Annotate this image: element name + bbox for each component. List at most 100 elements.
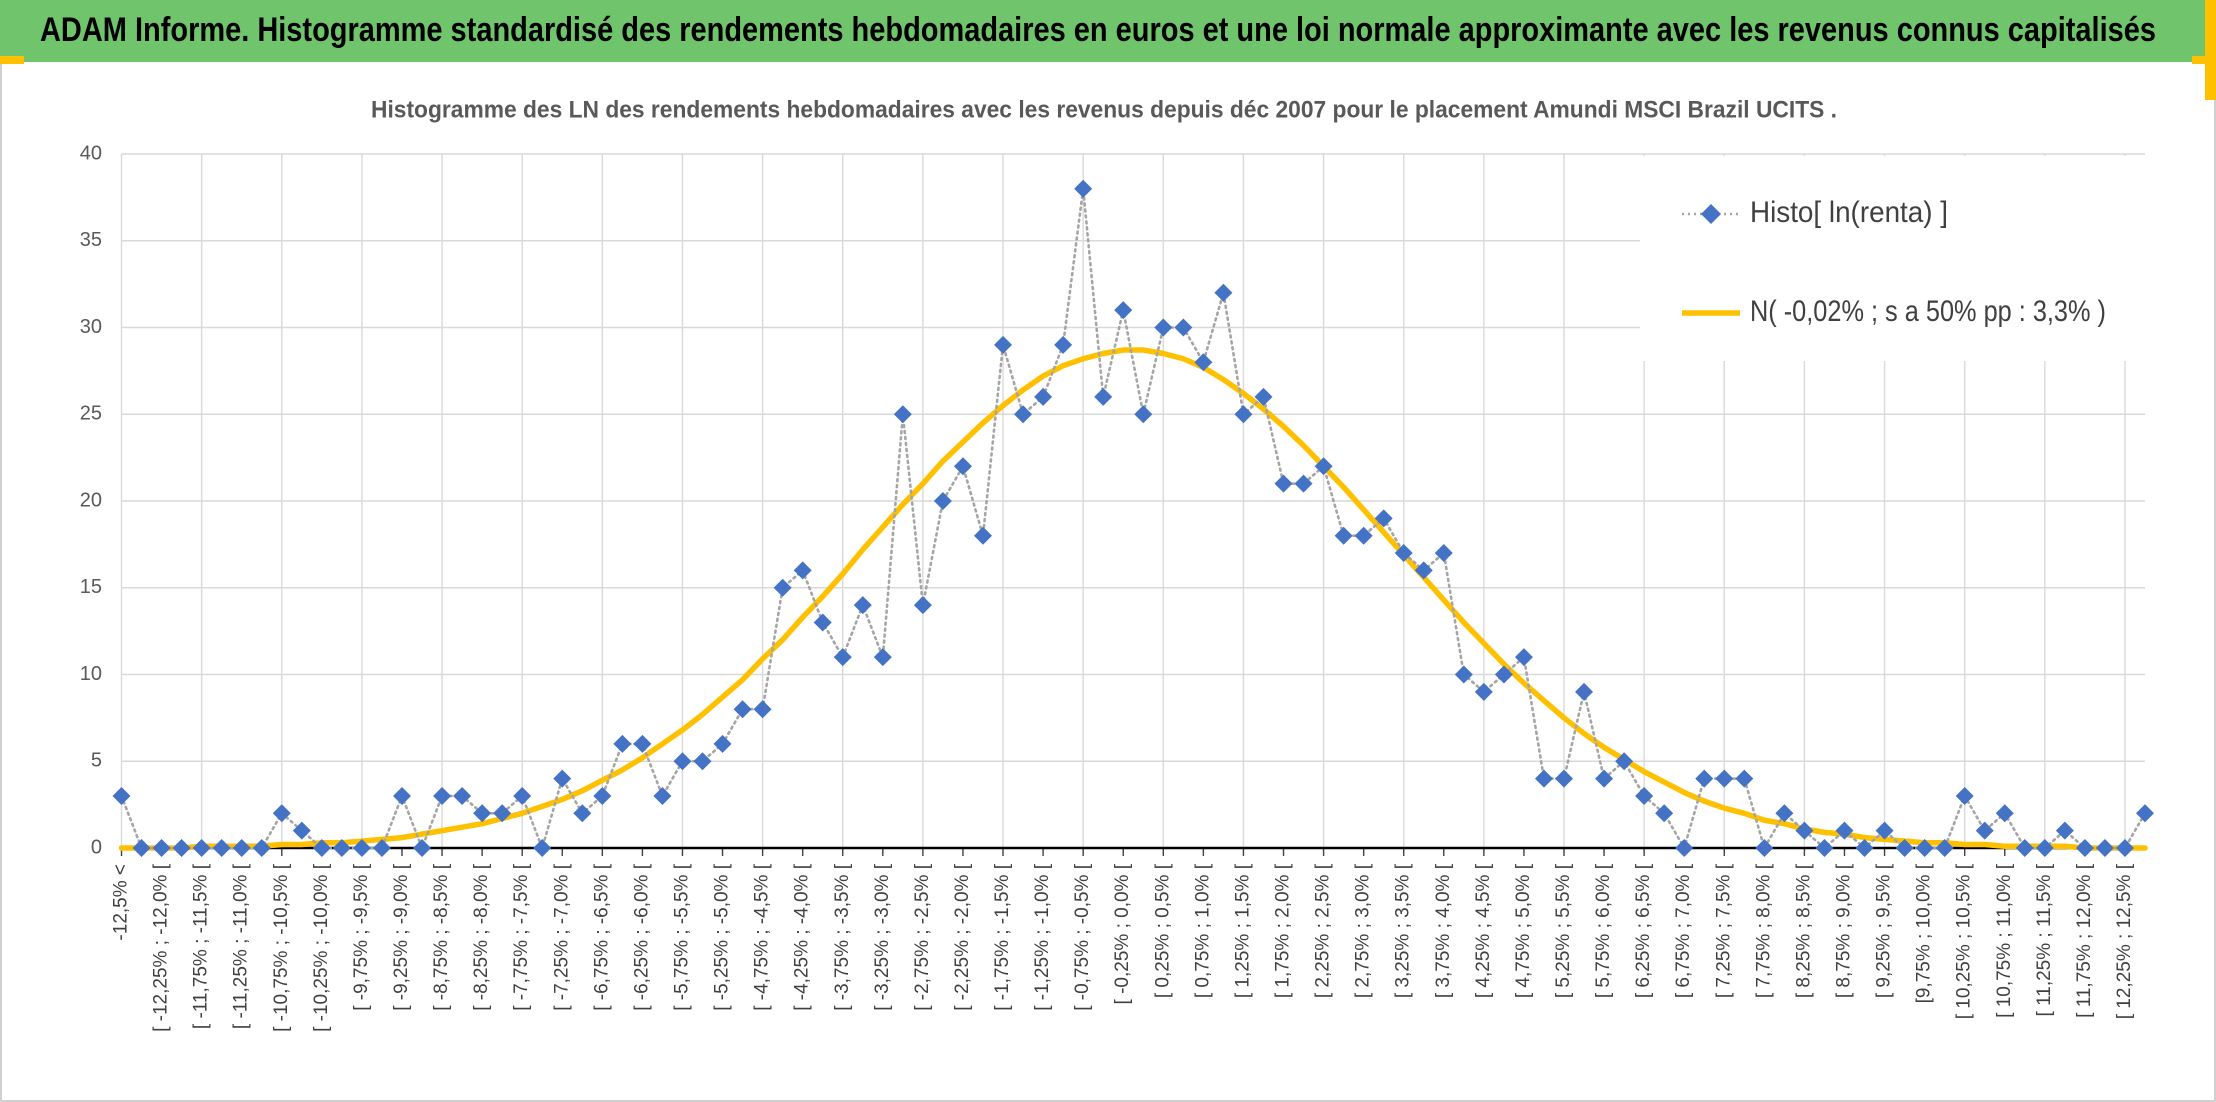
data-point (1314, 457, 1333, 476)
x-tick-label: [ 11,25% ; 11,5% [ (2034, 863, 2055, 1016)
data-point (1795, 821, 1814, 840)
data-point (493, 804, 512, 823)
x-tick-label: [ -0,75% ; -0,5% [ (1072, 863, 1093, 1011)
corner-accent (2192, 56, 2216, 64)
x-tick-label: -12,5% < (111, 864, 132, 941)
data-point (292, 821, 311, 840)
x-tick-label: [ -8,25% ; -8,0% [ (471, 863, 492, 1011)
y-tick-label: 15 (80, 576, 102, 598)
data-point (1494, 665, 1513, 684)
x-tick-label: [ -4,75% ; -4,5% [ (752, 863, 773, 1011)
data-point (352, 839, 371, 857)
data-point (192, 839, 211, 857)
data-point (1595, 769, 1614, 788)
data-point (2035, 839, 2054, 857)
data-point (573, 804, 592, 823)
x-tick-label: [ 10,25% ; 10,5% [ (1954, 863, 1975, 1019)
data-point (893, 405, 912, 424)
legend-label: N( -0,02% ; s a 50% pp : 3,3% ) (1750, 295, 2106, 328)
data-point (272, 804, 291, 823)
x-tick-label: [ 10,75% ; 11,0% [ (1994, 863, 2015, 1018)
data-point (1875, 821, 1894, 840)
x-tick-label: [ 4,25% ; 4,5% [ (1473, 863, 1494, 998)
data-point (1935, 839, 1954, 857)
data-point (1054, 335, 1073, 354)
data-point (1615, 752, 1634, 771)
data-point (1374, 509, 1393, 528)
data-point (773, 578, 792, 597)
x-tick-label: [ -6,25% ; -6,0% [ (631, 863, 652, 1011)
x-tick-label: [ 1,25% ; 1,5% [ (1232, 863, 1253, 998)
x-tick-label: [ 6,25% ; 6,5% [ (1633, 863, 1654, 998)
data-point (753, 700, 772, 719)
x-tick-label: [ 0,25% ; 0,5% [ (1152, 863, 1173, 998)
legend-box (1640, 156, 2145, 361)
data-point (1534, 769, 1553, 788)
data-point (673, 752, 692, 771)
x-tick-label: [ -10,25% ; -10,0% [ (311, 863, 332, 1032)
data-point (312, 839, 331, 857)
title-banner (0, 0, 2216, 62)
data-point (112, 786, 131, 805)
x-tick-label: [9,75% ; 10,0% [ (1914, 863, 1935, 1003)
data-point (1014, 405, 1033, 424)
x-tick-label: [ 7,75% ; 8,0% [ (1753, 863, 1774, 998)
data-point (413, 839, 432, 857)
x-tick-label: [ -9,25% ; -9,0% [ (391, 863, 412, 1011)
data-point (172, 839, 191, 857)
data-point (1354, 526, 1373, 545)
x-tick-label: [ 5,75% ; 6,0% [ (1593, 863, 1614, 998)
data-point (1695, 769, 1714, 788)
plot-area (112, 179, 2154, 857)
data-point (853, 596, 872, 615)
data-point (873, 648, 892, 667)
x-tick-label: [ 3,25% ; 3,5% [ (1393, 863, 1414, 998)
x-tick-label: [ -12,25% ; -12,0% [ (151, 863, 172, 1032)
x-tick-label: [ 8,75% ; 9,0% [ (1833, 863, 1854, 998)
x-tick-label: [ -2,75% ; -2,5% [ (912, 863, 933, 1011)
y-tick-label: 20 (80, 489, 102, 511)
data-point (2136, 804, 2154, 823)
data-point (1434, 544, 1453, 563)
data-point (933, 492, 952, 510)
x-tick-label: [ -8,75% ; -8,5% [ (431, 863, 452, 1011)
chart-subtitle: Histogramme des LN des rendements hebdom… (371, 96, 1837, 123)
corner-accent (2205, 0, 2216, 100)
x-tick-label: [ 3,75% ; 4,0% [ (1433, 863, 1454, 998)
data-point (453, 786, 472, 805)
x-tick-label: [ -3,25% ; -3,0% [ (872, 863, 893, 1011)
y-tick-label: 25 (80, 403, 102, 425)
data-point (212, 839, 231, 857)
x-tick-label: [ 2,75% ; 3,0% [ (1353, 863, 1374, 998)
data-point (813, 613, 832, 632)
data-point (372, 839, 391, 857)
data-point (232, 839, 251, 857)
legend-marker (1701, 204, 1721, 224)
x-tick-label: [ 2,25% ; 2,5% [ (1313, 863, 1334, 998)
data-point (953, 457, 972, 476)
x-tick-label: [ 6,75% ; 7,0% [ (1673, 863, 1694, 998)
data-point (1815, 839, 1834, 857)
x-tick-label: [ 9,25% ; 9,5% [ (1874, 863, 1895, 998)
data-point (1514, 648, 1533, 667)
data-point (913, 596, 932, 615)
x-tick-label: [ 8,25% ; 8,5% [ (1793, 863, 1814, 998)
x-tick-label: [ 0,75% ; 1,0% [ (1192, 863, 1213, 998)
data-point (1675, 839, 1694, 857)
data-point (1394, 544, 1413, 563)
x-tick-label: [ -9,75% ; -9,5% [ (351, 863, 372, 1011)
data-point (1094, 387, 1113, 406)
y-tick-label: 35 (80, 229, 102, 251)
data-point (833, 648, 852, 667)
data-point (2015, 839, 2034, 857)
data-point (1114, 301, 1133, 320)
data-point (1194, 353, 1213, 372)
data-point (1575, 682, 1594, 701)
data-point (553, 769, 572, 788)
data-point (2075, 839, 2094, 857)
data-point (152, 839, 171, 857)
data-point (1454, 665, 1473, 684)
data-point (1635, 786, 1654, 805)
x-tick-label: [ -3,75% ; -3,5% [ (832, 863, 853, 1011)
data-point (2095, 839, 2114, 857)
